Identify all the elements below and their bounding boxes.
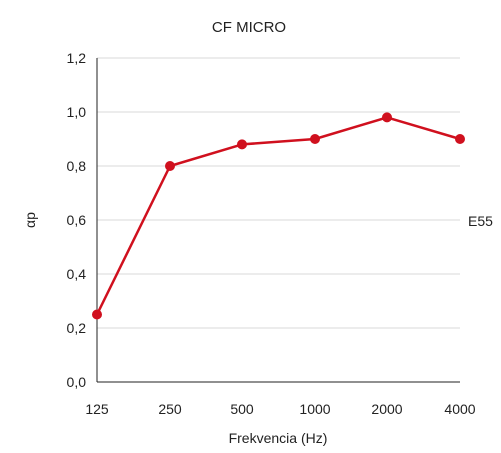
data-point bbox=[382, 112, 392, 123]
data-point bbox=[455, 134, 465, 144]
x-axis-label: Frekvencia (Hz) bbox=[229, 430, 328, 446]
y-tick-label: 0,6 bbox=[67, 212, 87, 228]
legend-entry-e55: E55 bbox=[468, 213, 493, 229]
y-tick-label: 0,0 bbox=[67, 374, 87, 390]
y-tick-label: 1,2 bbox=[67, 50, 87, 66]
y-tick-label: 0,2 bbox=[67, 320, 87, 336]
y-tick-labels: 0,0 0,2 0,4 0,6 0,8 1,0 1,2 bbox=[67, 50, 87, 390]
x-tick-labels: 125 250 500 1000 2000 4000 bbox=[85, 401, 475, 417]
x-tick-label: 250 bbox=[158, 401, 182, 417]
chart-title: CF MICRO bbox=[212, 19, 286, 36]
data-point bbox=[237, 139, 247, 150]
series bbox=[92, 112, 465, 320]
x-tick-label: 125 bbox=[85, 401, 109, 417]
x-tick-label: 500 bbox=[230, 401, 254, 417]
y-tick-label: 0,4 bbox=[67, 266, 87, 282]
data-point bbox=[165, 161, 175, 171]
axes bbox=[96, 58, 460, 383]
series-line bbox=[95, 116, 461, 316]
data-point bbox=[92, 309, 102, 320]
x-tick-label: 2000 bbox=[371, 401, 402, 417]
y-axis-label: αp bbox=[22, 212, 38, 228]
y-tick-label: 1,0 bbox=[67, 104, 87, 120]
y-tick-label: 0,8 bbox=[67, 158, 87, 174]
x-tick-label: 4000 bbox=[444, 401, 475, 417]
gridlines bbox=[97, 57, 460, 329]
data-point bbox=[310, 134, 320, 144]
x-tick-label: 1000 bbox=[299, 401, 330, 417]
